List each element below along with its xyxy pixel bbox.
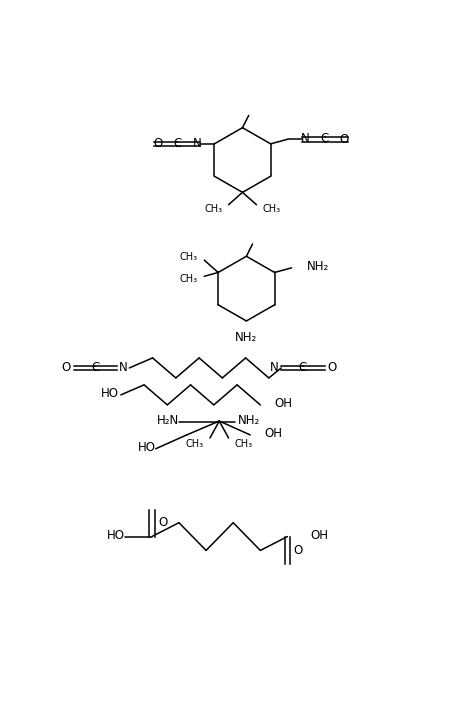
- Text: O: O: [327, 361, 336, 374]
- Text: CH₃: CH₃: [179, 252, 198, 262]
- Text: O: O: [293, 544, 302, 557]
- Text: C: C: [298, 361, 306, 374]
- Text: N: N: [192, 137, 201, 150]
- Text: CH₃: CH₃: [179, 274, 198, 284]
- Text: N: N: [270, 361, 278, 374]
- Text: CH₃: CH₃: [185, 439, 203, 449]
- Text: CH₃: CH₃: [234, 439, 252, 449]
- Text: OH: OH: [264, 427, 281, 440]
- Text: NH₂: NH₂: [235, 332, 257, 345]
- Text: O: O: [158, 516, 167, 529]
- Text: O: O: [153, 138, 162, 151]
- Text: HO: HO: [100, 387, 118, 400]
- Text: N: N: [300, 132, 309, 145]
- Text: OH: OH: [310, 529, 328, 542]
- Text: HO: HO: [138, 441, 155, 454]
- Text: O: O: [339, 132, 348, 146]
- Text: C: C: [173, 137, 181, 150]
- Text: C: C: [320, 132, 328, 145]
- Text: N: N: [119, 361, 128, 374]
- Text: CH₃: CH₃: [262, 204, 280, 214]
- Text: CH₃: CH₃: [204, 204, 222, 214]
- Text: H₂N: H₂N: [156, 414, 179, 426]
- Text: O: O: [61, 361, 70, 374]
- Text: NH₂: NH₂: [237, 414, 259, 426]
- Text: C: C: [91, 361, 99, 374]
- Text: OH: OH: [274, 397, 292, 410]
- Text: HO: HO: [106, 529, 124, 542]
- Text: NH₂: NH₂: [306, 260, 329, 273]
